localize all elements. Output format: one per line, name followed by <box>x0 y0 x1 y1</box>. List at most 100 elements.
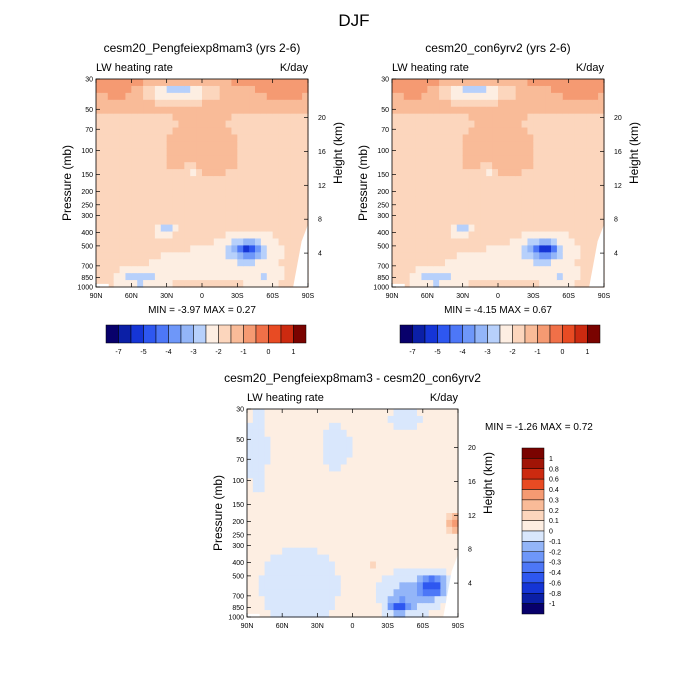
field-cell <box>592 99 599 108</box>
field-cell <box>178 189 185 198</box>
field-cell <box>422 443 430 452</box>
field-cell <box>580 210 587 219</box>
field-cell <box>428 547 436 556</box>
field-cell <box>213 238 221 246</box>
field-cell <box>539 238 546 246</box>
field-cell <box>225 120 233 129</box>
field-cell <box>450 134 458 142</box>
field-cell <box>427 210 434 219</box>
y-tick-label: 200 <box>377 189 389 196</box>
field-cell <box>272 141 280 149</box>
field-cell <box>293 471 301 479</box>
field-cell <box>503 120 511 129</box>
field-cell <box>247 450 254 459</box>
field-cell <box>276 513 283 521</box>
field-cell <box>364 478 371 486</box>
field-cell <box>346 457 354 466</box>
field-cell <box>143 141 150 149</box>
field-cell <box>258 596 266 604</box>
colorbar-label: -2 <box>215 349 221 356</box>
field-cell <box>415 113 423 122</box>
field-cell <box>119 113 127 122</box>
field-cell <box>296 79 303 87</box>
field-cell <box>317 409 324 417</box>
field-cell <box>358 485 365 493</box>
field-cell <box>323 471 330 479</box>
field-cell <box>290 120 297 129</box>
field-cell <box>131 224 138 233</box>
field-cell <box>405 513 412 521</box>
field-cell <box>190 231 197 240</box>
field-cell <box>190 245 197 253</box>
field-cell <box>562 273 570 281</box>
field-cell <box>323 422 330 431</box>
field-cell <box>533 183 540 191</box>
field-cell <box>474 134 481 142</box>
field-cell <box>252 499 260 507</box>
field-cell <box>249 127 256 136</box>
y-tick-label: 300 <box>232 543 244 550</box>
field-cell <box>323 540 330 549</box>
field-cell <box>266 176 274 184</box>
field-cell <box>415 189 423 198</box>
field-cell <box>178 176 185 184</box>
field-cell <box>393 450 400 459</box>
field-cell <box>282 610 289 618</box>
field-cell <box>225 99 233 108</box>
field-cell <box>172 148 180 156</box>
field-cell <box>545 280 552 288</box>
field-cell <box>311 464 318 472</box>
field-cell <box>415 259 423 267</box>
y-tick-label: 100 <box>81 148 93 155</box>
field-cell <box>137 189 144 198</box>
field-cell <box>237 252 244 260</box>
field-cell <box>258 457 266 466</box>
field-cell <box>272 196 280 205</box>
field-cell <box>255 99 262 108</box>
field-cell <box>498 224 505 233</box>
field-cell <box>598 120 605 129</box>
field-cell <box>397 196 405 205</box>
field-cell <box>428 610 436 618</box>
field-cell <box>439 85 446 94</box>
field-cell <box>213 259 221 267</box>
field-cell <box>562 231 570 240</box>
field-cell <box>539 148 546 156</box>
field-cell <box>352 471 359 479</box>
field-cell <box>225 203 233 212</box>
field-cell <box>323 478 330 486</box>
field-cell <box>492 238 499 246</box>
field-cell <box>421 217 428 226</box>
field-cell <box>213 189 221 198</box>
field-cell <box>364 513 371 521</box>
field-cell <box>539 176 546 184</box>
field-cell <box>258 409 266 417</box>
field-cell <box>468 189 476 198</box>
field-cell <box>258 554 266 563</box>
field-cell <box>101 217 109 226</box>
field-cell <box>178 245 185 253</box>
field-cell <box>137 252 144 260</box>
field-cell <box>196 155 203 163</box>
field-cell <box>411 554 418 563</box>
field-cell <box>480 189 487 198</box>
field-cell <box>260 134 268 142</box>
field-cell <box>551 231 558 240</box>
field-cell <box>107 252 115 260</box>
field-cell <box>178 148 185 156</box>
field-cell <box>107 85 115 94</box>
min-max-label: MIN = -1.26 MAX = 0.72 <box>485 422 593 433</box>
field-cell <box>492 231 499 240</box>
field-cell <box>219 113 227 122</box>
field-cell <box>323 499 330 507</box>
field-cell <box>178 79 185 87</box>
field-cell <box>586 224 593 233</box>
field-cell <box>381 568 389 576</box>
field-cell <box>416 526 424 535</box>
field-cell <box>427 169 434 177</box>
field-cell <box>154 169 162 177</box>
field-cell <box>527 196 534 205</box>
field-cell <box>474 120 481 129</box>
field-cell <box>393 568 400 576</box>
field-cell <box>329 596 336 604</box>
